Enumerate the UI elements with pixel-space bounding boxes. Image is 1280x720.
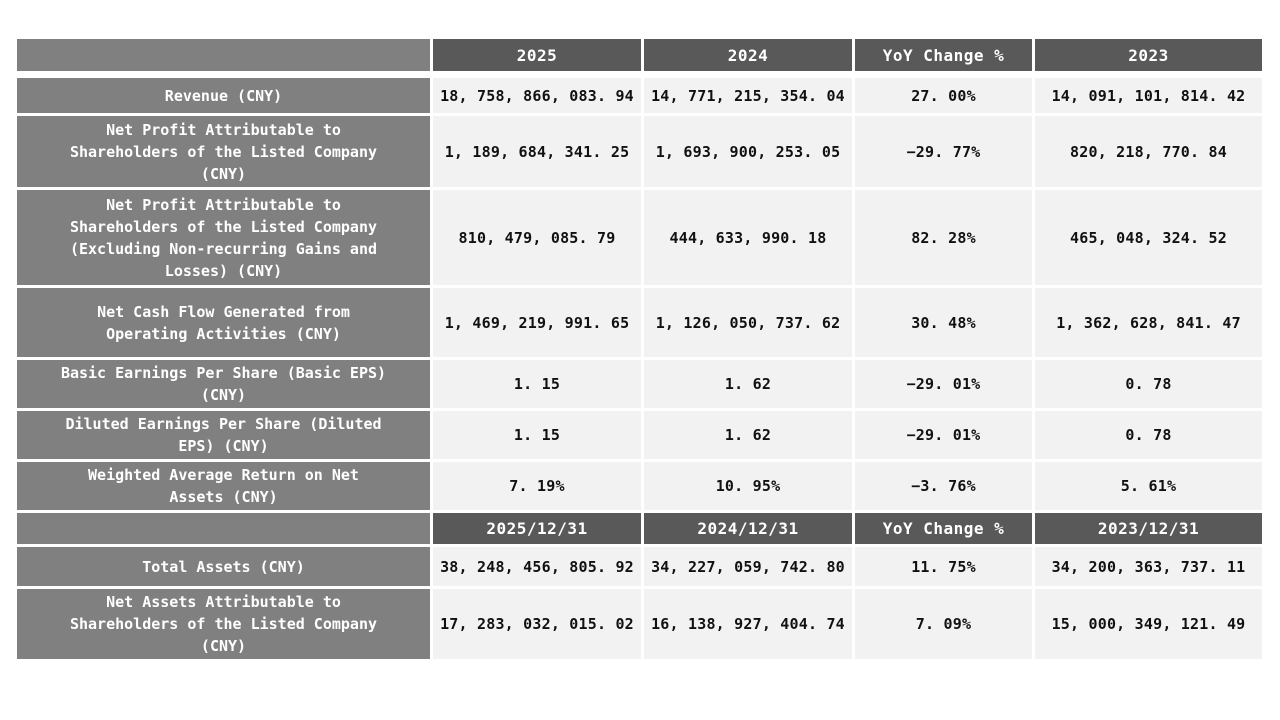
data-cell: 15, 000, 349, 121. 49 (1032, 586, 1265, 662)
data-cell: 1. 15 (430, 408, 644, 462)
column-header-row: 2025/12/31 2024/12/31 YoY Change % 2023/12/… (14, 510, 1265, 547)
row-label: Total Assets (CNY) (14, 544, 433, 589)
row-label: Net Assets Attributable to Shareholders … (14, 586, 433, 662)
table-row: Diluted Earnings Per Share (Diluted EPS)… (14, 408, 1265, 462)
data-cell: 1, 362, 628, 841. 47 (1032, 285, 1265, 360)
row-label: Weighted Average Return on Net Assets (C… (14, 459, 433, 513)
data-cell: 5. 61% (1032, 459, 1265, 513)
table-row: Net Profit Attributable to Shareholders … (14, 113, 1265, 190)
table-row: Revenue (CNY) 18, 758, 866, 083. 94 14, 77… (14, 73, 1265, 116)
column-header: 2023 (1032, 36, 1265, 78)
row-label: Net Profit Attributable to Shareholders … (14, 113, 433, 190)
table-row: Total Assets (CNY) 38, 248, 456, 805. 92 3… (14, 544, 1265, 589)
row-label: Net Profit Attributable to Shareholders … (14, 187, 433, 288)
data-cell: 17, 283, 032, 015. 02 (430, 586, 644, 662)
data-cell: 14, 771, 215, 354. 04 (641, 73, 855, 116)
data-cell: 1, 693, 900, 253. 05 (641, 113, 855, 190)
data-cell: 18, 758, 866, 083. 94 (430, 73, 644, 116)
table-row: Net Cash Flow Generated from Operating A… (14, 285, 1265, 360)
row-label: Basic Earnings Per Share (Basic EPS) (CN… (14, 357, 433, 411)
data-cell: 7. 19% (430, 459, 644, 513)
data-cell: −29. 01% (852, 357, 1035, 411)
data-cell: 30. 48% (852, 285, 1035, 360)
data-cell: 82. 28% (852, 187, 1035, 288)
data-cell: 11. 75% (852, 544, 1035, 589)
data-cell: 27. 00% (852, 73, 1035, 116)
column-header: 2024/12/31 (641, 510, 855, 547)
data-cell: −29. 01% (852, 408, 1035, 462)
data-cell: 34, 200, 363, 737. 11 (1032, 544, 1265, 589)
data-cell: 38, 248, 456, 805. 92 (430, 544, 644, 589)
financial-table-body: 2025 2024 YoY Change % 2023 Revenue (CNY) 18,… (14, 36, 1265, 662)
column-header: YoY Change % (852, 36, 1035, 78)
column-header: 2024 (641, 36, 855, 78)
data-cell: 465, 048, 324. 52 (1032, 187, 1265, 288)
column-header: YoY Change % (852, 510, 1035, 547)
corner-cell (14, 510, 433, 547)
data-cell: 820, 218, 770. 84 (1032, 113, 1265, 190)
data-cell: 34, 227, 059, 742. 80 (641, 544, 855, 589)
column-header: 2025/12/31 (430, 510, 644, 547)
data-cell: 444, 633, 990. 18 (641, 187, 855, 288)
data-cell: 1. 15 (430, 357, 644, 411)
data-cell: 1, 469, 219, 991. 65 (430, 285, 644, 360)
data-cell: 16, 138, 927, 404. 74 (641, 586, 855, 662)
row-label: Revenue (CNY) (14, 73, 433, 116)
data-cell: −3. 76% (852, 459, 1035, 513)
data-cell: −29. 77% (852, 113, 1035, 190)
data-cell: 1, 126, 050, 737. 62 (641, 285, 855, 360)
data-cell: 1, 189, 684, 341. 25 (430, 113, 644, 190)
data-cell: 1. 62 (641, 408, 855, 462)
data-cell: 0. 78 (1032, 357, 1265, 411)
data-cell: 14, 091, 101, 814. 42 (1032, 73, 1265, 116)
table-row: Basic Earnings Per Share (Basic EPS) (CN… (14, 357, 1265, 411)
data-cell: 0. 78 (1032, 408, 1265, 462)
data-cell: 10. 95% (641, 459, 855, 513)
corner-cell (14, 36, 433, 78)
table-row: Weighted Average Return on Net Assets (C… (14, 459, 1265, 513)
data-cell: 1. 62 (641, 357, 855, 411)
financial-summary-table: 2025 2024 YoY Change % 2023 Revenue (CNY) 18,… (14, 36, 1265, 662)
data-cell: 7. 09% (852, 586, 1035, 662)
data-cell: 810, 479, 085. 79 (430, 187, 644, 288)
column-header: 2023/12/31 (1032, 510, 1265, 547)
table-row: Net Assets Attributable to Shareholders … (14, 586, 1265, 662)
table-row: Net Profit Attributable to Shareholders … (14, 187, 1265, 288)
row-label: Diluted Earnings Per Share (Diluted EPS)… (14, 408, 433, 462)
row-label: Net Cash Flow Generated from Operating A… (14, 285, 433, 360)
column-header: 2025 (430, 36, 644, 78)
column-header-row: 2025 2024 YoY Change % 2023 (14, 36, 1265, 78)
